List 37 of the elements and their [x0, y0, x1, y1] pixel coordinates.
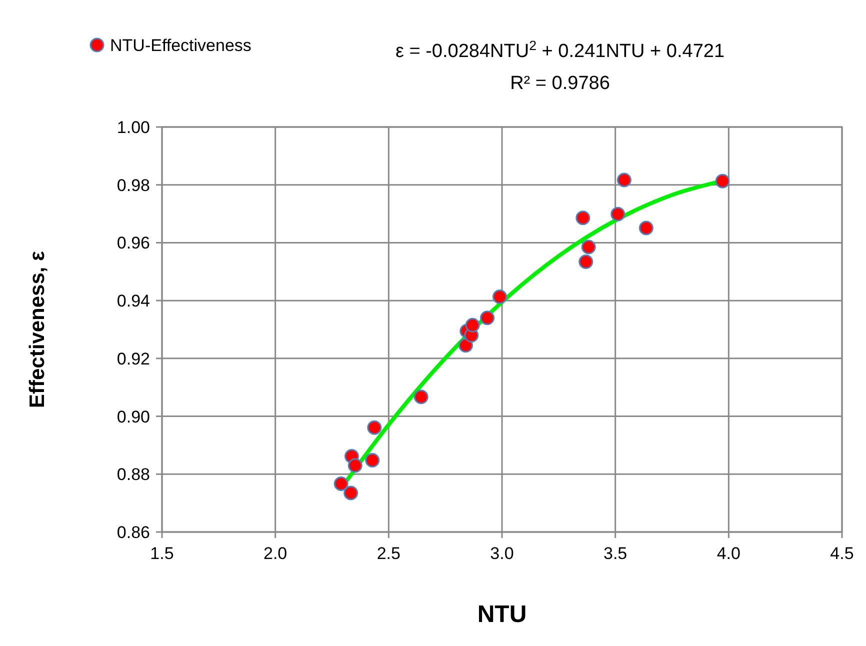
point	[344, 486, 358, 500]
point	[715, 174, 730, 188]
y-axis-title: Effectiveness, ε	[26, 250, 49, 408]
x-tick-label: 2.0	[264, 544, 288, 563]
point	[616, 172, 632, 188]
point	[480, 310, 495, 326]
x-tick-label: 3.5	[604, 544, 628, 563]
point	[576, 210, 590, 226]
legend-label: NTU-Effectiveness	[110, 36, 252, 55]
y-tick-label: 0.92	[116, 349, 150, 368]
x-tick-label: 1.5	[150, 544, 174, 563]
point	[458, 338, 473, 353]
point	[348, 458, 362, 473]
x-tick-label: 4.0	[716, 544, 740, 563]
point	[492, 290, 507, 304]
y-tick-label: 0.86	[116, 523, 150, 542]
text: ε = -0.0284NTU$^{2}$ + 0.241NTU + 0.4721	[395, 38, 725, 62]
y-tick-label: 0.98	[116, 176, 150, 195]
point	[638, 220, 654, 236]
x-tick-label: 3.0	[490, 544, 514, 563]
point	[578, 254, 594, 270]
x-axis-title: NTU	[477, 601, 527, 628]
y-tick-label: 0.88	[116, 465, 150, 484]
x-tick-label: 4.5	[830, 544, 854, 563]
point	[465, 318, 480, 332]
x-tick-label: 2.5	[376, 544, 400, 563]
y-tick-label: 1.00	[116, 118, 150, 137]
y-tick-label: 0.90	[116, 407, 150, 426]
point	[610, 206, 626, 222]
point	[365, 453, 380, 468]
y-tick-label: 0.94	[116, 292, 150, 311]
text: R² = 0.9786	[510, 73, 610, 94]
point	[367, 420, 382, 435]
point	[581, 240, 596, 254]
point	[334, 476, 348, 491]
point	[414, 390, 428, 404]
y-tick-label: 0.96	[116, 234, 150, 253]
